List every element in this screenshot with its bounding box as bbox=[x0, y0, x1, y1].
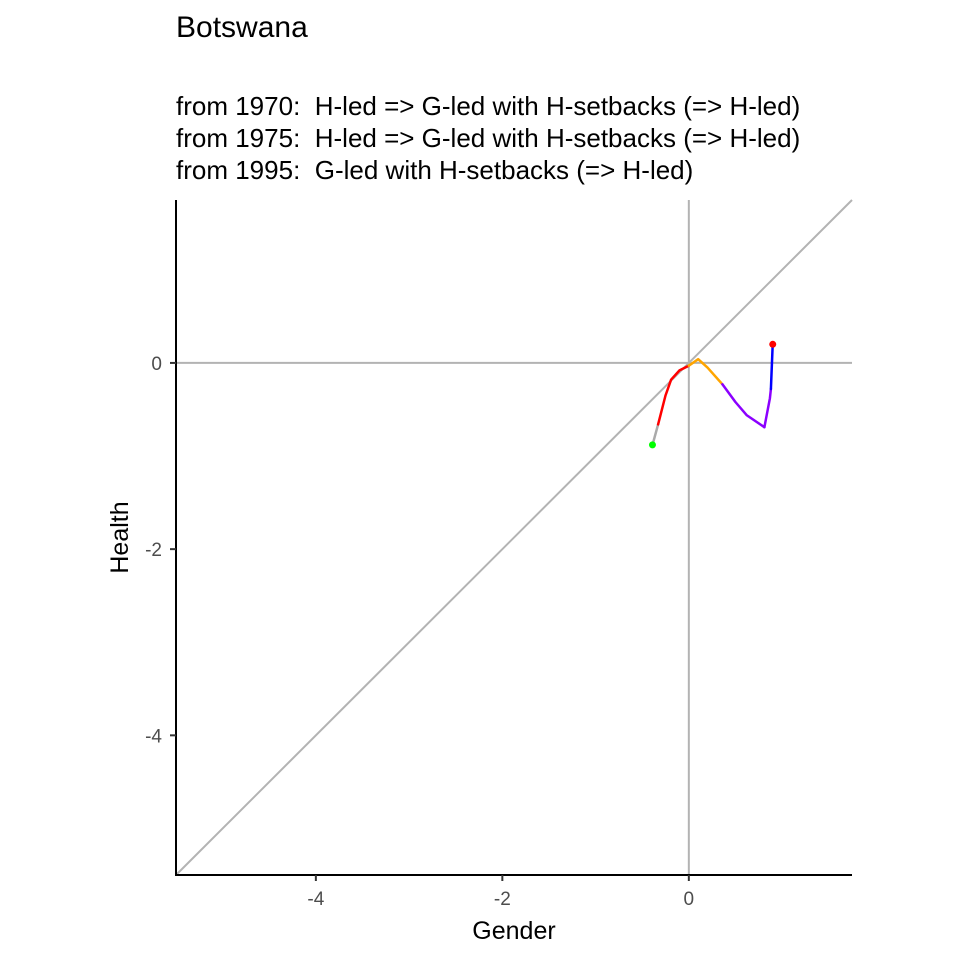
x-tick-label: 0 bbox=[684, 889, 695, 910]
reference-lines bbox=[175, 199, 853, 876]
x-tick-label: -4 bbox=[307, 889, 324, 910]
x-ticks: -4 -2 0 bbox=[307, 875, 694, 910]
x-axis-title: Gender bbox=[472, 917, 555, 945]
y-tick-label: -2 bbox=[145, 540, 162, 561]
start-point bbox=[648, 441, 656, 449]
axes bbox=[175, 200, 852, 876]
trajectory-segment bbox=[687, 357, 724, 386]
chart-subtitle: from 1970: H-led => G-led with H-setback… bbox=[176, 90, 800, 186]
trajectory-segment bbox=[651, 423, 660, 447]
trajectory-segment bbox=[656, 364, 691, 426]
trajectory-segment bbox=[721, 383, 766, 429]
end-point bbox=[769, 340, 777, 348]
y-tick-label: -4 bbox=[145, 726, 162, 747]
diagonal-reference-line bbox=[175, 199, 853, 876]
x-tick-label: -2 bbox=[494, 889, 511, 910]
y-tick-label: 0 bbox=[151, 354, 162, 375]
subtitle-line-1970: from 1970: H-led => G-led with H-setback… bbox=[176, 91, 801, 121]
series-layer bbox=[648, 340, 777, 449]
y-axis-title: Health bbox=[106, 501, 134, 573]
subtitle-line-1975: from 1975: H-led => G-led with H-setback… bbox=[176, 123, 801, 153]
y-ticks: 0 -2 -4 bbox=[145, 354, 176, 747]
trajectory-segment bbox=[769, 343, 774, 391]
trajectory-segment bbox=[763, 387, 773, 429]
chart-title: Botswana bbox=[176, 11, 308, 44]
subtitle-line-1995: from 1995: G-led with H-setbacks (=> H-l… bbox=[176, 155, 694, 185]
